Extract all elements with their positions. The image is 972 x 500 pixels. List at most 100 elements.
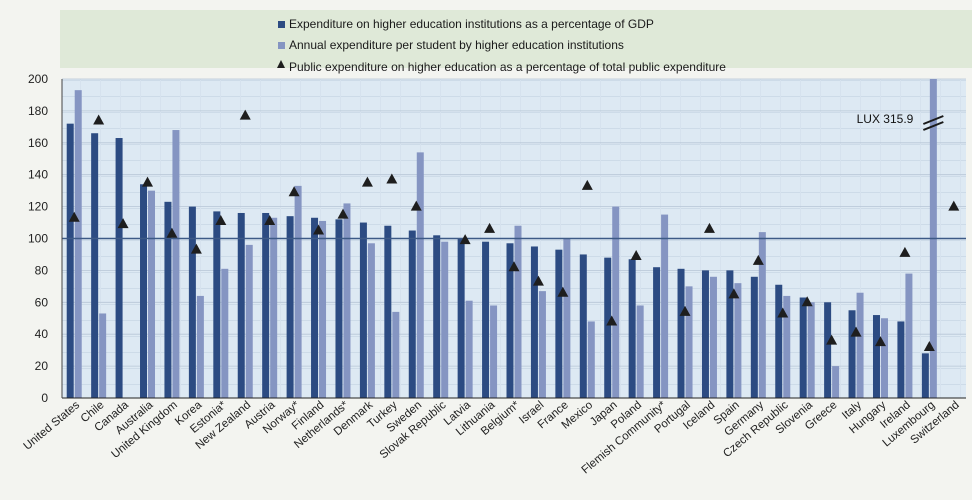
bar-gdp <box>213 211 221 398</box>
public-expenditure-marker <box>728 288 740 299</box>
bar-gdp <box>188 206 196 398</box>
public-expenditure-marker <box>557 286 569 297</box>
bar-gdp <box>66 123 74 398</box>
bar-gdp <box>91 133 99 399</box>
y-tick-label: 180 <box>28 104 48 118</box>
bar-gdp <box>433 235 441 398</box>
public-expenditure-marker <box>166 227 178 238</box>
public-expenditure-marker <box>508 261 520 272</box>
bar-per-student <box>245 244 253 398</box>
public-expenditure-marker <box>215 214 227 225</box>
bar-per-student <box>880 318 888 398</box>
y-axis-ticks: 0 20 40 60 80 100 120 140 160 180 200 <box>28 72 48 405</box>
public-expenditure-marker <box>410 200 422 211</box>
bar-gdp <box>604 257 612 398</box>
bar-gdp <box>262 212 270 398</box>
bar-per-student <box>367 243 375 398</box>
y-tick-label: 160 <box>28 136 48 150</box>
public-expenditure-marker <box>142 176 154 187</box>
legend-label-per-student: Annual expenditure per student by higher… <box>289 38 624 52</box>
bar-gdp <box>677 268 685 398</box>
public-expenditure-marker <box>361 176 373 187</box>
bar-per-student <box>538 291 546 398</box>
annotation-label: LUX 315.9 <box>857 112 914 126</box>
bar-per-student <box>709 276 717 398</box>
bar-gdp <box>775 284 783 398</box>
bar-per-student <box>832 366 840 398</box>
bar-gdp <box>115 138 123 398</box>
bar-gdp <box>408 230 416 398</box>
legend-swatch-per-student <box>278 42 285 49</box>
public-expenditure-marker <box>93 114 105 125</box>
bar-gdp <box>897 321 905 398</box>
bar-gdp <box>359 222 367 398</box>
markers <box>68 109 960 351</box>
bar-gdp <box>457 238 465 398</box>
axis-break-mark <box>922 121 944 131</box>
bar-per-student <box>587 321 595 398</box>
bar-gdp <box>530 246 538 398</box>
bar-per-student <box>343 203 351 398</box>
bar-per-student <box>270 217 278 398</box>
bar-per-student <box>636 305 644 398</box>
y-tick-label: 120 <box>28 200 48 214</box>
bar-per-student <box>441 241 449 398</box>
bar-gdp <box>164 201 172 398</box>
bar-gdp <box>701 270 709 398</box>
bar-gdp <box>140 184 148 398</box>
bar-per-student <box>734 283 742 398</box>
bar-gdp <box>384 225 392 398</box>
public-expenditure-marker <box>581 179 593 190</box>
y-tick-label: 100 <box>28 232 48 246</box>
annotations: LUX 315.9 <box>857 112 914 126</box>
bar-per-student <box>661 214 669 398</box>
bar-per-student <box>490 305 498 398</box>
public-expenditure-marker <box>484 222 496 233</box>
bar-gdp <box>872 315 880 398</box>
y-tick-label: 140 <box>28 168 48 182</box>
bar-per-student <box>856 292 864 398</box>
public-expenditure-marker <box>777 307 789 318</box>
bar-gdp <box>726 270 734 398</box>
y-tick-label: 60 <box>35 295 49 309</box>
public-expenditure-marker <box>532 275 544 286</box>
bar-per-student <box>196 295 204 398</box>
public-expenditure-marker <box>899 246 911 257</box>
bars <box>66 79 944 399</box>
legend-background <box>60 10 972 68</box>
y-tick-label: 200 <box>28 72 48 86</box>
axis-break-mark <box>922 115 944 125</box>
public-expenditure-marker <box>68 211 80 222</box>
bar-gdp <box>824 302 832 398</box>
legend: Expenditure on higher education institut… <box>277 17 726 74</box>
public-expenditure-marker <box>752 254 764 265</box>
bar-per-student <box>783 295 791 398</box>
bar-per-student <box>807 302 815 398</box>
public-expenditure-marker <box>190 243 202 254</box>
bar-gdp <box>653 267 661 398</box>
bar-gdp <box>311 217 319 398</box>
bar-gdp <box>799 297 807 398</box>
bar-per-student <box>148 190 156 398</box>
bar-per-student <box>319 220 327 398</box>
bar-gdp <box>750 276 758 398</box>
bar-per-student <box>294 185 302 398</box>
public-expenditure-marker <box>801 296 813 307</box>
x-axis-labels: United StatesChileCanadaAustraliaUnited … <box>22 399 962 477</box>
bar-per-student <box>758 232 766 398</box>
bar-gdp <box>848 310 856 398</box>
public-expenditure-marker <box>948 200 960 211</box>
public-expenditure-marker <box>923 340 935 351</box>
bar-gdp <box>506 243 514 398</box>
public-expenditure-marker <box>459 234 471 245</box>
legend-swatch-gdp <box>278 21 285 28</box>
public-expenditure-marker <box>288 186 300 197</box>
public-expenditure-marker <box>117 218 129 229</box>
bar-gdp <box>921 353 929 398</box>
public-expenditure-marker <box>386 173 398 184</box>
public-expenditure-marker <box>313 224 325 235</box>
bar-per-student <box>685 286 693 398</box>
bar-gdp <box>579 254 587 398</box>
public-expenditure-marker <box>239 109 251 120</box>
